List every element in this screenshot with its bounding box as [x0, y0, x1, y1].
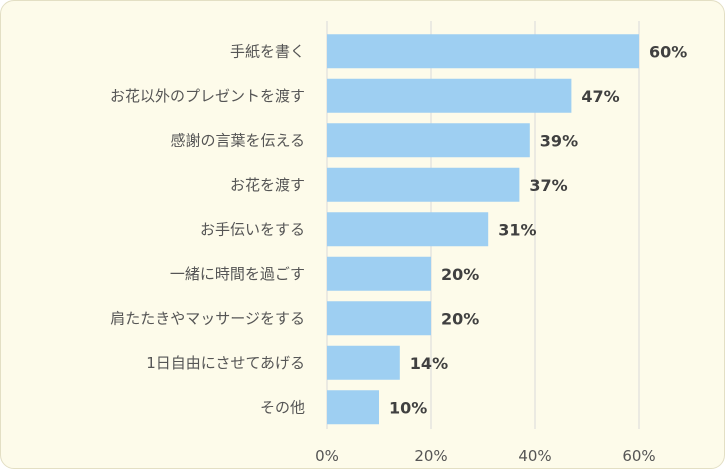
category-label: お手伝いをする: [200, 220, 305, 238]
value-labels: 60% 47% 39% 37% 31% 20% 20% 14% 10%: [389, 42, 687, 417]
bar: [327, 345, 400, 380]
bar: [327, 78, 572, 113]
value-label: 20%: [441, 265, 479, 284]
x-tick-label: 0%: [315, 447, 339, 465]
value-label: 20%: [441, 309, 479, 328]
value-label: 10%: [389, 398, 427, 417]
value-label: 14%: [410, 354, 448, 373]
category-label: 手紙を書く: [230, 42, 305, 60]
value-label: 31%: [498, 220, 536, 239]
bar: [327, 301, 431, 336]
bar: [327, 34, 639, 69]
bars: [327, 34, 639, 425]
value-label: 47%: [581, 87, 619, 106]
x-axis-tick-labels: 0% 20% 40% 60%: [315, 447, 656, 465]
category-label: その他: [260, 398, 305, 416]
bar: [327, 167, 520, 202]
value-label: 60%: [649, 42, 687, 61]
category-label: 一緒に時間を過ごす: [170, 265, 305, 283]
category-label: 感謝の言葉を伝える: [170, 131, 305, 149]
category-labels: 手紙を書くお花以外のプレゼントを渡す感謝の言葉を伝えるお花を渡すお手伝いをする一…: [110, 42, 305, 416]
bar: [327, 212, 489, 247]
category-label: 肩たたきやマッサージをする: [110, 309, 305, 327]
value-label: 39%: [540, 131, 578, 150]
category-label: 1日自由にさせてあげる: [146, 354, 305, 372]
x-tick-label: 40%: [518, 447, 551, 465]
x-tick-label: 20%: [414, 447, 447, 465]
category-label: お花以外のプレゼントを渡す: [110, 87, 305, 105]
bar: [327, 123, 530, 158]
category-label: お花を渡す: [230, 176, 305, 194]
bar: [327, 256, 431, 291]
bar: [327, 390, 379, 425]
x-tick-label: 60%: [622, 447, 655, 465]
value-label: 37%: [529, 176, 567, 195]
